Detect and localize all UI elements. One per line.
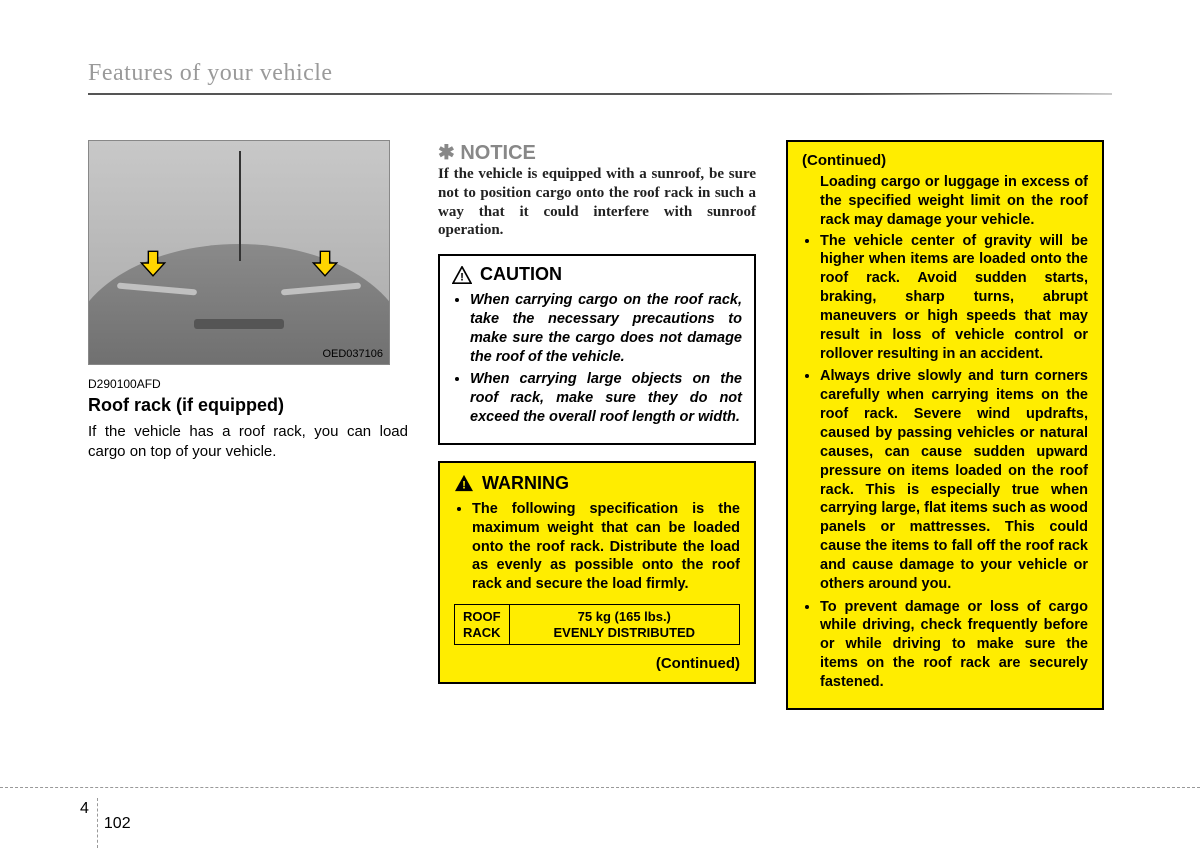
footer-rule bbox=[0, 787, 1200, 788]
vehicle-roof-image: OED037106 bbox=[88, 140, 390, 365]
warning-box-continued: (Continued) Loading cargo or luggage in … bbox=[786, 140, 1104, 710]
content-area: OED037106 D290100AFD Roof rack (if equip… bbox=[88, 140, 1112, 710]
column-1: OED037106 D290100AFD Roof rack (if equip… bbox=[88, 140, 408, 710]
arrow-down-icon bbox=[139, 249, 167, 277]
warning-item: Always drive slowly and turn corners car… bbox=[820, 367, 1088, 593]
section-subheading: Roof rack (if equipped) bbox=[88, 395, 408, 416]
header-rule-thick bbox=[88, 93, 1112, 95]
svg-text:!: ! bbox=[460, 271, 464, 283]
warning-lead-paragraph: Loading cargo or luggage in excess of th… bbox=[802, 173, 1088, 230]
antenna bbox=[239, 151, 241, 261]
caution-triangle-icon: ! bbox=[452, 266, 472, 284]
caution-item: When carrying cargo on the roof rack, ta… bbox=[470, 291, 742, 366]
spec-label-line2: RACK bbox=[463, 625, 501, 641]
caution-item: When carrying large objects on the roof … bbox=[470, 370, 742, 427]
warning-item: The vehicle center of gravity will be hi… bbox=[820, 232, 1088, 364]
image-code: OED037106 bbox=[322, 348, 383, 360]
warning-continued-list: The vehicle center of gravity will be hi… bbox=[802, 232, 1088, 692]
page-header: Features of your vehicle bbox=[88, 60, 1112, 95]
caution-heading: ! CAUTION bbox=[452, 264, 742, 285]
continued-top: (Continued) bbox=[802, 152, 1088, 169]
caution-list: When carrying cargo on the roof rack, ta… bbox=[452, 291, 742, 427]
chapter-number: 4 bbox=[80, 798, 98, 848]
page-title: Features of your vehicle bbox=[88, 60, 1112, 87]
spec-label-cell: ROOF RACK bbox=[455, 605, 510, 644]
roof-shape bbox=[88, 244, 390, 364]
body-paragraph: If the vehicle has a roof rack, you can … bbox=[88, 422, 408, 461]
warning-box: ! WARNING The following specification is… bbox=[438, 461, 756, 684]
spec-table: ROOF RACK 75 kg (165 lbs.) EVENLY DISTRI… bbox=[454, 604, 740, 645]
warning-item: To prevent damage or loss of cargo while… bbox=[820, 598, 1088, 692]
warning-triangle-icon: ! bbox=[454, 474, 474, 492]
continued-bottom: (Continued) bbox=[454, 655, 740, 672]
reference-code: D290100AFD bbox=[88, 377, 408, 391]
notice-heading: NOTICE bbox=[438, 140, 756, 165]
warning-item: The following specification is the maxim… bbox=[472, 500, 740, 594]
spec-value-cell: 75 kg (165 lbs.) EVENLY DISTRIBUTED bbox=[510, 605, 739, 644]
spec-value-line2: EVENLY DISTRIBUTED bbox=[518, 625, 731, 641]
warning-label: WARNING bbox=[482, 473, 569, 494]
brake-light bbox=[194, 319, 284, 329]
caution-box: ! CAUTION When carrying cargo on the roo… bbox=[438, 254, 756, 445]
svg-text:!: ! bbox=[462, 480, 466, 492]
spec-label-line1: ROOF bbox=[463, 609, 501, 625]
warning-list: The following specification is the maxim… bbox=[454, 500, 740, 594]
caution-label: CAUTION bbox=[480, 264, 562, 285]
spec-value-line1: 75 kg (165 lbs.) bbox=[518, 609, 731, 625]
warning-heading: ! WARNING bbox=[454, 473, 740, 494]
notice-text: If the vehicle is equipped with a sunroo… bbox=[438, 165, 756, 240]
page-number: 4 102 bbox=[80, 798, 131, 848]
column-3: (Continued) Loading cargo or luggage in … bbox=[786, 140, 1104, 710]
column-2: NOTICE If the vehicle is equipped with a… bbox=[438, 140, 756, 710]
page-number-value: 102 bbox=[98, 813, 131, 833]
arrow-down-icon bbox=[311, 249, 339, 277]
